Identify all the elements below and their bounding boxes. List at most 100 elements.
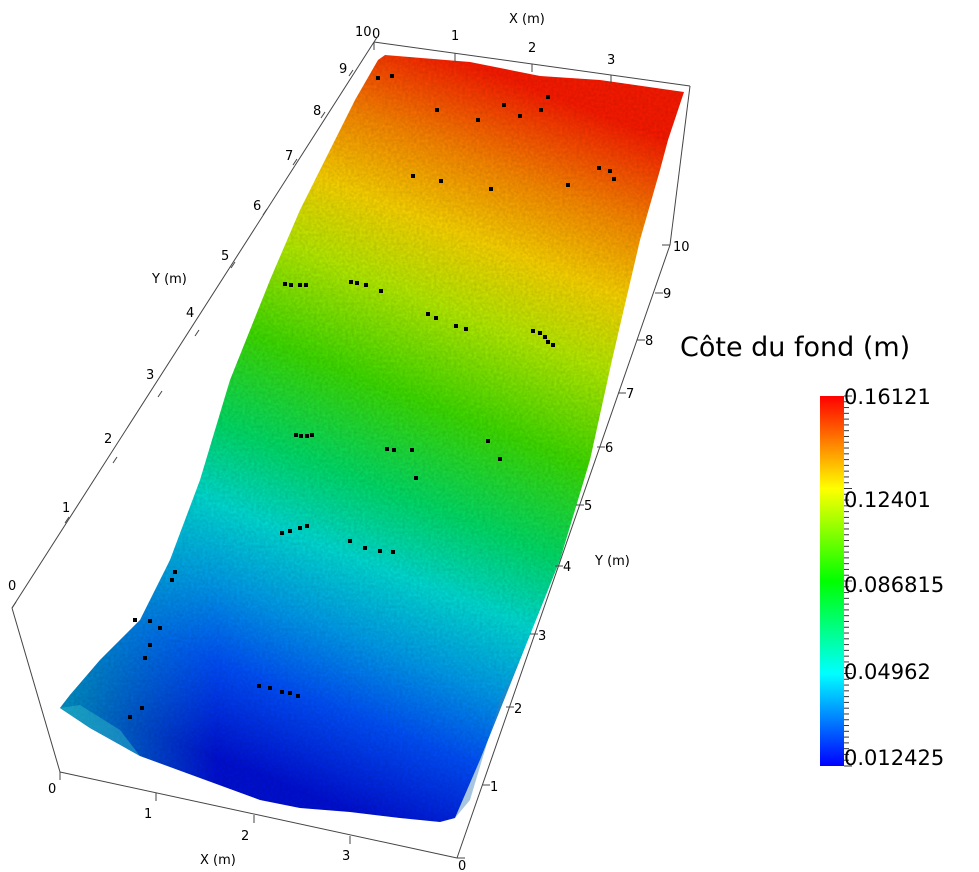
top-x-tick-3: 3	[607, 53, 615, 68]
measurement-point	[464, 327, 468, 331]
measurement-point	[454, 324, 458, 328]
measurement-point	[257, 684, 261, 688]
left-y-tick-1: 1	[62, 501, 70, 516]
measurement-point	[298, 283, 302, 287]
right-y-tick-9: 9	[663, 287, 671, 302]
legend-title: Côte du fond (m)	[680, 332, 911, 363]
measurement-point	[489, 187, 493, 191]
measurement-point	[426, 312, 430, 316]
left-y-tick-2: 2	[104, 432, 112, 447]
right-y-tick-10: 10	[673, 240, 690, 255]
measurement-point	[283, 282, 287, 286]
measurement-point	[299, 434, 303, 438]
measurement-point	[439, 179, 443, 183]
right-y-tick-6: 6	[605, 441, 613, 456]
measurement-point	[434, 316, 438, 320]
left-y-tick-7: 7	[285, 149, 293, 164]
measurement-point	[435, 108, 439, 112]
measurement-point	[608, 169, 612, 173]
measurement-point	[304, 283, 308, 287]
measurement-point	[363, 546, 367, 550]
left-y-tick-6: 6	[253, 199, 261, 214]
top-x-axis: 0 1 2 3 X (m)	[372, 12, 615, 83]
measurement-point	[566, 183, 570, 187]
legend-label-3: 0.086815	[844, 573, 945, 597]
measurement-point	[385, 447, 389, 451]
measurement-point	[298, 526, 302, 530]
bottom-x-axis-title: X (m)	[200, 853, 236, 868]
left-y-axis	[11, 35, 379, 609]
measurement-point	[288, 691, 292, 695]
measurement-point	[546, 95, 550, 99]
measurement-point	[410, 448, 414, 452]
bottom-x-tick-0: 0	[48, 782, 56, 797]
axes-box	[11, 41, 691, 859]
measurement-point	[280, 531, 284, 535]
measurement-point	[143, 656, 147, 660]
right-y-tick-2: 2	[514, 702, 522, 717]
measurement-point	[486, 439, 490, 443]
measurement-point	[294, 433, 298, 437]
right-y-tick-5: 5	[584, 499, 592, 514]
right-y-tick-0: 0	[458, 859, 466, 872]
right-y-tick-labels: 0 1 2 3 4 5 6 7 8 9 10 Y (m)	[458, 240, 690, 872]
measurement-point	[539, 108, 543, 112]
left-y-tick-8: 8	[313, 104, 321, 119]
measurement-point	[310, 433, 314, 437]
measurement-point	[148, 619, 152, 623]
right-y-tick-8: 8	[645, 334, 653, 349]
left-y-tick-0: 0	[8, 579, 16, 594]
measurement-point	[411, 174, 415, 178]
right-y-axis	[457, 244, 670, 859]
measurement-point	[392, 448, 396, 452]
legend-label-4: 0.04962	[844, 660, 931, 684]
measurement-point	[148, 643, 152, 647]
measurement-point	[170, 578, 174, 582]
top-x-tick-0: 0	[372, 27, 380, 42]
measurement-point	[518, 114, 522, 118]
measurement-point	[305, 524, 309, 528]
measurement-point	[289, 283, 293, 287]
left-y-axis-title: Y (m)	[151, 272, 187, 287]
legend-label-2: 0.12401	[844, 488, 931, 512]
left-y-tick-3: 3	[146, 368, 154, 383]
color-bar	[820, 395, 852, 767]
measurement-point	[538, 331, 542, 335]
left-y-tick-4: 4	[186, 306, 194, 321]
right-y-tick-4: 4	[563, 560, 571, 575]
bed-surface	[60, 55, 684, 822]
right-y-tick-7: 7	[626, 387, 634, 402]
measurement-point	[543, 335, 547, 339]
left-y-tick-5: 5	[221, 249, 229, 264]
measurement-points	[128, 74, 616, 719]
bottom-x-tick-2: 2	[241, 829, 249, 844]
measurement-point	[349, 280, 353, 284]
measurement-point	[531, 329, 535, 333]
measurement-point	[379, 289, 383, 293]
measurement-point	[140, 706, 144, 710]
measurement-point	[612, 177, 616, 181]
top-x-axis-title: X (m)	[509, 12, 545, 27]
left-y-tick-9: 9	[339, 62, 347, 77]
measurement-point	[502, 103, 506, 107]
top-x-tick-1: 1	[451, 29, 459, 44]
measurement-point	[551, 343, 555, 347]
measurement-point	[597, 166, 601, 170]
measurement-point	[546, 340, 550, 344]
right-y-axis-title: Y (m)	[594, 554, 630, 569]
measurement-point	[268, 686, 272, 690]
measurement-point	[355, 281, 359, 285]
measurement-point	[348, 539, 352, 543]
measurement-point	[128, 715, 132, 719]
legend-min-label: 0.012425	[844, 746, 945, 770]
measurement-point	[378, 549, 382, 553]
bottom-x-tick-3: 3	[342, 849, 350, 864]
measurement-point	[296, 694, 300, 698]
measurement-point	[133, 618, 137, 622]
measurement-point	[391, 550, 395, 554]
measurement-point	[364, 283, 368, 287]
measurement-point	[305, 434, 309, 438]
measurement-point	[376, 76, 380, 80]
bottom-x-tick-1: 1	[144, 807, 152, 822]
